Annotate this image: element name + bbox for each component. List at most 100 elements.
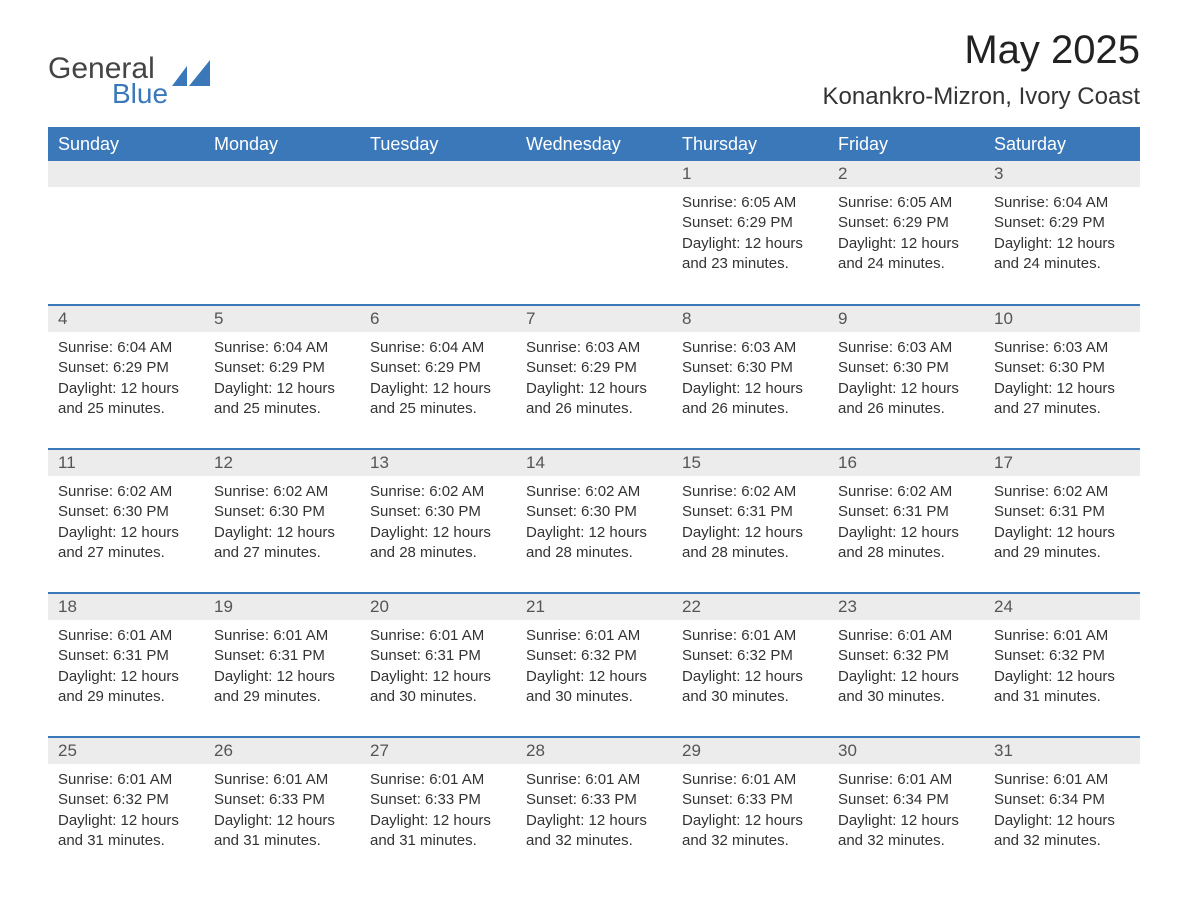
page-location: Konankro-Mizron, Ivory Coast xyxy=(823,83,1140,111)
day-detail: Sunrise: 6:02 AMSunset: 6:31 PMDaylight:… xyxy=(828,476,984,563)
day-number: 11 xyxy=(48,450,204,476)
day-number: 9 xyxy=(828,306,984,332)
day-number: 1 xyxy=(672,161,828,187)
calendar-week-row: 1Sunrise: 6:05 AMSunset: 6:29 PMDaylight… xyxy=(48,161,1140,305)
day-detail: Sunrise: 6:01 AMSunset: 6:33 PMDaylight:… xyxy=(360,764,516,851)
calendar-day-cell: 17Sunrise: 6:02 AMSunset: 6:31 PMDayligh… xyxy=(984,449,1140,593)
day-detail: Sunrise: 6:04 AMSunset: 6:29 PMDaylight:… xyxy=(204,332,360,419)
day-number: 16 xyxy=(828,450,984,476)
calendar-day-cell: 29Sunrise: 6:01 AMSunset: 6:33 PMDayligh… xyxy=(672,737,828,881)
calendar-day-cell: 11Sunrise: 6:02 AMSunset: 6:30 PMDayligh… xyxy=(48,449,204,593)
calendar-day-cell: 10Sunrise: 6:03 AMSunset: 6:30 PMDayligh… xyxy=(984,305,1140,449)
day-number: 13 xyxy=(360,450,516,476)
day-number: 22 xyxy=(672,594,828,620)
day-number: 27 xyxy=(360,738,516,764)
day-detail: Sunrise: 6:01 AMSunset: 6:34 PMDaylight:… xyxy=(984,764,1140,851)
calendar-day-cell: 27Sunrise: 6:01 AMSunset: 6:33 PMDayligh… xyxy=(360,737,516,881)
calendar-day-cell xyxy=(48,161,204,305)
weekday-header: Monday xyxy=(204,127,360,161)
calendar-day-cell: 25Sunrise: 6:01 AMSunset: 6:32 PMDayligh… xyxy=(48,737,204,881)
calendar-day-cell: 28Sunrise: 6:01 AMSunset: 6:33 PMDayligh… xyxy=(516,737,672,881)
calendar-day-cell: 21Sunrise: 6:01 AMSunset: 6:32 PMDayligh… xyxy=(516,593,672,737)
calendar-day-cell: 20Sunrise: 6:01 AMSunset: 6:31 PMDayligh… xyxy=(360,593,516,737)
day-number: 15 xyxy=(672,450,828,476)
day-number: 4 xyxy=(48,306,204,332)
day-number: 19 xyxy=(204,594,360,620)
calendar-day-cell: 5Sunrise: 6:04 AMSunset: 6:29 PMDaylight… xyxy=(204,305,360,449)
day-detail: Sunrise: 6:01 AMSunset: 6:32 PMDaylight:… xyxy=(48,764,204,851)
weekday-header: Tuesday xyxy=(360,127,516,161)
day-detail: Sunrise: 6:03 AMSunset: 6:30 PMDaylight:… xyxy=(984,332,1140,419)
brand-text: General Blue xyxy=(48,54,168,108)
day-detail: Sunrise: 6:03 AMSunset: 6:29 PMDaylight:… xyxy=(516,332,672,419)
day-detail: Sunrise: 6:02 AMSunset: 6:30 PMDaylight:… xyxy=(516,476,672,563)
calendar-day-cell: 30Sunrise: 6:01 AMSunset: 6:34 PMDayligh… xyxy=(828,737,984,881)
calendar-day-cell: 23Sunrise: 6:01 AMSunset: 6:32 PMDayligh… xyxy=(828,593,984,737)
day-number: 18 xyxy=(48,594,204,620)
calendar-week-row: 11Sunrise: 6:02 AMSunset: 6:30 PMDayligh… xyxy=(48,449,1140,593)
day-detail: Sunrise: 6:01 AMSunset: 6:32 PMDaylight:… xyxy=(672,620,828,707)
day-detail: Sunrise: 6:01 AMSunset: 6:32 PMDaylight:… xyxy=(984,620,1140,707)
weekday-header: Friday xyxy=(828,127,984,161)
calendar-day-cell: 6Sunrise: 6:04 AMSunset: 6:29 PMDaylight… xyxy=(360,305,516,449)
page-header: General Blue May 2025 Konankro-Mizron, I… xyxy=(48,28,1140,125)
calendar-day-cell: 24Sunrise: 6:01 AMSunset: 6:32 PMDayligh… xyxy=(984,593,1140,737)
day-number: 14 xyxy=(516,450,672,476)
day-number: 3 xyxy=(984,161,1140,187)
calendar-table: Sunday Monday Tuesday Wednesday Thursday… xyxy=(48,127,1140,881)
day-number-blank xyxy=(516,161,672,187)
day-number: 23 xyxy=(828,594,984,620)
day-number: 10 xyxy=(984,306,1140,332)
calendar-week-row: 25Sunrise: 6:01 AMSunset: 6:32 PMDayligh… xyxy=(48,737,1140,881)
day-detail: Sunrise: 6:02 AMSunset: 6:30 PMDaylight:… xyxy=(204,476,360,563)
day-number: 12 xyxy=(204,450,360,476)
weekday-header: Sunday xyxy=(48,127,204,161)
brand-blue: Blue xyxy=(48,80,168,108)
calendar-day-cell: 26Sunrise: 6:01 AMSunset: 6:33 PMDayligh… xyxy=(204,737,360,881)
day-detail: Sunrise: 6:02 AMSunset: 6:30 PMDaylight:… xyxy=(360,476,516,563)
calendar-day-cell: 4Sunrise: 6:04 AMSunset: 6:29 PMDaylight… xyxy=(48,305,204,449)
calendar-week-row: 18Sunrise: 6:01 AMSunset: 6:31 PMDayligh… xyxy=(48,593,1140,737)
day-detail: Sunrise: 6:01 AMSunset: 6:33 PMDaylight:… xyxy=(672,764,828,851)
calendar-day-cell: 8Sunrise: 6:03 AMSunset: 6:30 PMDaylight… xyxy=(672,305,828,449)
day-number: 5 xyxy=(204,306,360,332)
day-detail: Sunrise: 6:03 AMSunset: 6:30 PMDaylight:… xyxy=(828,332,984,419)
day-number: 20 xyxy=(360,594,516,620)
day-detail: Sunrise: 6:04 AMSunset: 6:29 PMDaylight:… xyxy=(48,332,204,419)
day-detail: Sunrise: 6:01 AMSunset: 6:32 PMDaylight:… xyxy=(516,620,672,707)
calendar-day-cell: 3Sunrise: 6:04 AMSunset: 6:29 PMDaylight… xyxy=(984,161,1140,305)
day-detail: Sunrise: 6:02 AMSunset: 6:30 PMDaylight:… xyxy=(48,476,204,563)
calendar-day-cell: 9Sunrise: 6:03 AMSunset: 6:30 PMDaylight… xyxy=(828,305,984,449)
day-number-blank xyxy=(360,161,516,187)
calendar-day-cell: 7Sunrise: 6:03 AMSunset: 6:29 PMDaylight… xyxy=(516,305,672,449)
calendar-day-cell: 16Sunrise: 6:02 AMSunset: 6:31 PMDayligh… xyxy=(828,449,984,593)
day-detail: Sunrise: 6:05 AMSunset: 6:29 PMDaylight:… xyxy=(828,187,984,274)
calendar-head: Sunday Monday Tuesday Wednesday Thursday… xyxy=(48,127,1140,161)
day-detail: Sunrise: 6:01 AMSunset: 6:33 PMDaylight:… xyxy=(204,764,360,851)
brand-flag-icon xyxy=(172,60,210,86)
calendar-week-row: 4Sunrise: 6:04 AMSunset: 6:29 PMDaylight… xyxy=(48,305,1140,449)
day-detail: Sunrise: 6:01 AMSunset: 6:33 PMDaylight:… xyxy=(516,764,672,851)
calendar-day-cell: 19Sunrise: 6:01 AMSunset: 6:31 PMDayligh… xyxy=(204,593,360,737)
day-number: 28 xyxy=(516,738,672,764)
day-detail: Sunrise: 6:01 AMSunset: 6:31 PMDaylight:… xyxy=(360,620,516,707)
day-number: 31 xyxy=(984,738,1140,764)
calendar-body: 1Sunrise: 6:05 AMSunset: 6:29 PMDaylight… xyxy=(48,161,1140,881)
calendar-day-cell: 18Sunrise: 6:01 AMSunset: 6:31 PMDayligh… xyxy=(48,593,204,737)
day-detail: Sunrise: 6:05 AMSunset: 6:29 PMDaylight:… xyxy=(672,187,828,274)
calendar-day-cell: 14Sunrise: 6:02 AMSunset: 6:30 PMDayligh… xyxy=(516,449,672,593)
calendar-day-cell xyxy=(516,161,672,305)
day-number: 29 xyxy=(672,738,828,764)
day-number: 7 xyxy=(516,306,672,332)
calendar-day-cell xyxy=(360,161,516,305)
day-number: 8 xyxy=(672,306,828,332)
calendar-day-cell: 1Sunrise: 6:05 AMSunset: 6:29 PMDaylight… xyxy=(672,161,828,305)
day-number: 30 xyxy=(828,738,984,764)
page-title: May 2025 xyxy=(823,28,1140,73)
calendar-day-cell xyxy=(204,161,360,305)
calendar-day-cell: 15Sunrise: 6:02 AMSunset: 6:31 PMDayligh… xyxy=(672,449,828,593)
day-number: 25 xyxy=(48,738,204,764)
day-detail: Sunrise: 6:01 AMSunset: 6:31 PMDaylight:… xyxy=(48,620,204,707)
weekday-header-row: Sunday Monday Tuesday Wednesday Thursday… xyxy=(48,127,1140,161)
day-detail: Sunrise: 6:01 AMSunset: 6:31 PMDaylight:… xyxy=(204,620,360,707)
